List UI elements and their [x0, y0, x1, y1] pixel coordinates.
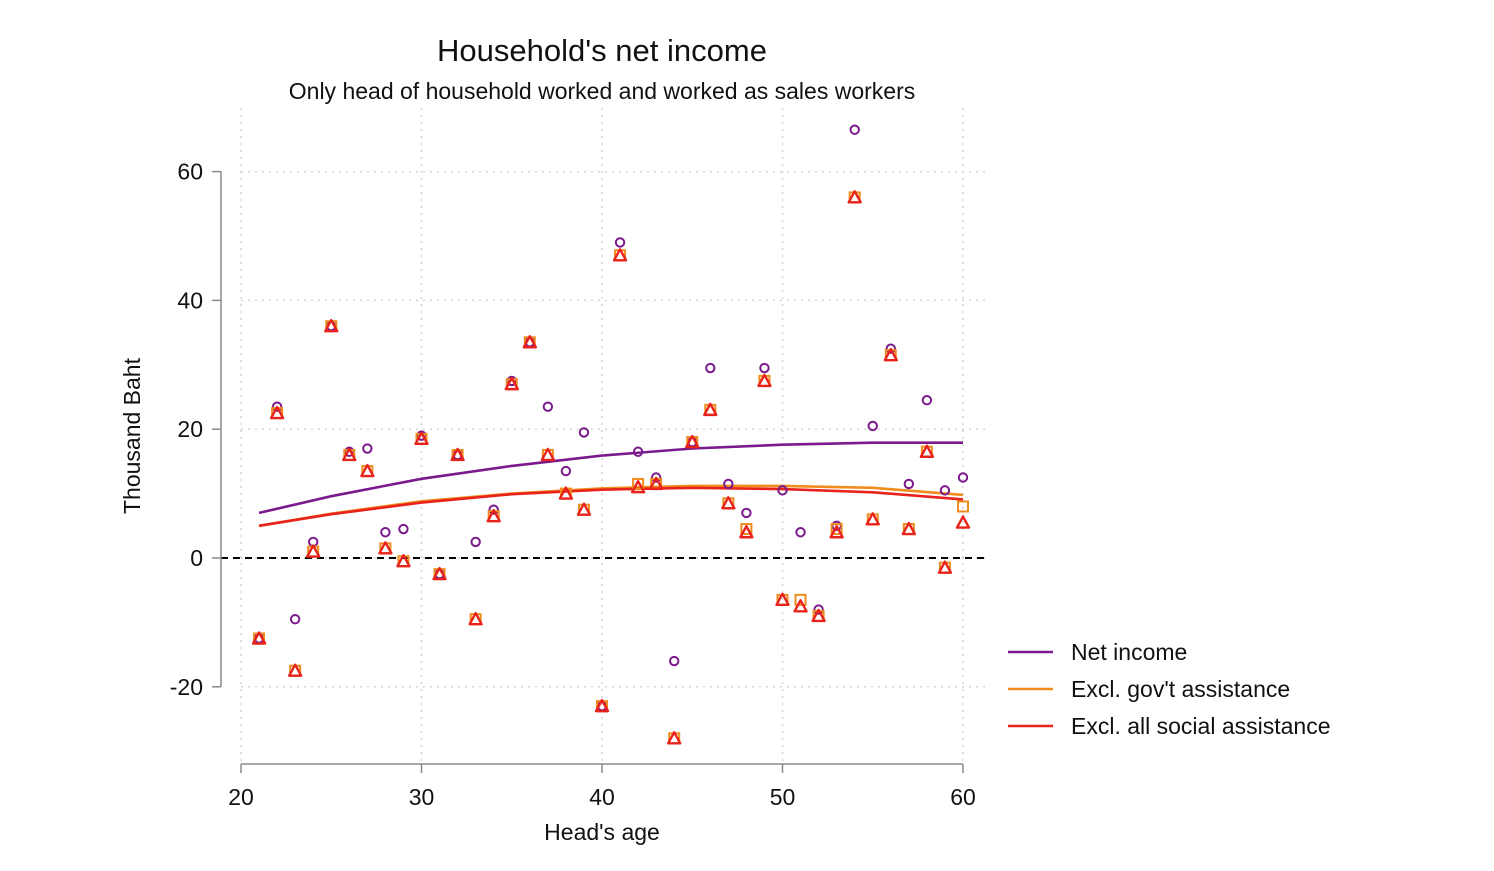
- data-point-series-3: [901, 521, 917, 536]
- y-axis-label: Thousand Baht: [119, 357, 145, 514]
- data-point-series-1: [885, 343, 896, 354]
- data-point-series-1: [723, 478, 734, 490]
- data-point-series-1: [632, 446, 644, 457]
- data-point-series-3: [414, 431, 429, 446]
- y-tick-label: 20: [177, 416, 203, 442]
- data-point-series-1: [669, 655, 680, 667]
- x-tick-label: 60: [950, 784, 976, 810]
- legend: Net income Excl. gov't assistance Excl. al…: [1008, 639, 1331, 739]
- data-point-series-3: [269, 405, 285, 420]
- data-point-series-1: [759, 362, 770, 374]
- data-point-series-3: [847, 190, 862, 204]
- data-point-series-1: [849, 124, 860, 135]
- data-point-series-2: [957, 500, 969, 513]
- data-point-series-3: [540, 447, 556, 462]
- data-point-series-3: [955, 515, 971, 529]
- fit-line-series-3: [258, 486, 964, 528]
- data-point-series-3: [432, 566, 447, 581]
- data-point-series-1: [560, 465, 572, 477]
- data-point-series-1: [470, 536, 481, 548]
- data-point-series-3: [865, 512, 880, 526]
- legend-label: Excl. gov't assistance: [1071, 676, 1290, 702]
- data-point-series-1: [380, 527, 391, 538]
- data-point-series-3: [486, 508, 501, 523]
- plot-area: -20 0 20 40 60 20 30 40 50 60: [170, 108, 985, 810]
- x-tick-label: 50: [770, 784, 796, 810]
- data-point-series-1: [362, 443, 373, 454]
- y-tick-label: 40: [177, 287, 203, 313]
- data-point-series-3: [360, 463, 375, 478]
- data-point-series-1: [813, 604, 824, 615]
- y-tick-label: 60: [177, 159, 203, 185]
- data-point-series-1: [488, 504, 499, 515]
- data-point-series-1: [289, 613, 301, 625]
- data-point-series-3: [757, 373, 772, 388]
- x-tick-label: 30: [409, 784, 435, 810]
- x-tick-label: 20: [228, 784, 254, 810]
- data-point-series-3: [775, 592, 790, 607]
- data-point-series-3: [667, 731, 682, 745]
- data-point-series-1: [957, 472, 969, 483]
- data-point-series-1: [578, 427, 590, 438]
- data-point-series-3: [685, 434, 700, 449]
- data-point-series-3: [558, 486, 574, 500]
- data-point-series-1: [903, 478, 915, 490]
- data-point-series-1: [542, 401, 554, 412]
- data-point-series-3: [287, 663, 303, 677]
- data-point-series-1: [921, 395, 933, 406]
- data-point-series-3: [396, 554, 411, 568]
- data-point-series-1: [398, 523, 409, 535]
- data-point-series-3: [937, 560, 953, 574]
- data-point-series-3: [829, 525, 844, 539]
- data-point-series-3: [648, 476, 664, 491]
- data-point-series-2: [632, 477, 645, 490]
- data-point-series-3: [703, 402, 718, 417]
- y-tick-label: 0: [190, 545, 203, 571]
- legend-label: Excl. all social assistance: [1071, 713, 1331, 739]
- data-point-series-3: [630, 479, 646, 494]
- data-point-series-3: [522, 335, 537, 349]
- data-point-series-2: [740, 523, 753, 536]
- data-point-series-1: [777, 485, 788, 496]
- data-point-series-3: [342, 447, 357, 462]
- data-point-series-3: [306, 544, 321, 558]
- data-point-series-1: [867, 420, 878, 432]
- data-point-series-3: [919, 444, 935, 458]
- data-point-series-3: [450, 447, 465, 462]
- data-point-series-1: [650, 472, 662, 483]
- y-tick-label: -20: [170, 674, 203, 700]
- data-point-series-2: [830, 523, 843, 536]
- data-point-series-1: [795, 527, 806, 538]
- chart-subtitle: Only head of household worked and worked…: [289, 78, 915, 104]
- data-point-series-3: [504, 376, 519, 391]
- data-point-series-3: [883, 347, 898, 362]
- chart-title: Household's net income: [437, 33, 767, 68]
- data-point-series-3: [468, 611, 483, 626]
- fit-line-series-1: [258, 441, 963, 515]
- data-point-series-3: [811, 608, 826, 623]
- legend-label: Net income: [1071, 639, 1187, 665]
- x-axis-label: Head's age: [544, 819, 660, 845]
- x-tick-label: 40: [589, 784, 615, 810]
- data-point-series-3: [324, 318, 339, 333]
- data-point-series-3: [594, 698, 610, 713]
- data-point-series-1: [271, 401, 283, 412]
- data-point-series-3: [793, 599, 808, 613]
- data-point-series-3: [251, 631, 267, 645]
- data-point-series-3: [612, 248, 628, 262]
- data-point-series-2: [794, 593, 807, 606]
- data-point-series-3: [721, 496, 736, 510]
- data-point-series-3: [378, 541, 393, 555]
- data-point-series-1: [614, 237, 626, 248]
- data-point-series-1: [705, 362, 716, 374]
- data-point-series-3: [739, 525, 754, 539]
- data-point-series-1: [741, 507, 752, 519]
- data-point-series-1: [939, 485, 951, 496]
- data-point-series-3: [576, 502, 592, 516]
